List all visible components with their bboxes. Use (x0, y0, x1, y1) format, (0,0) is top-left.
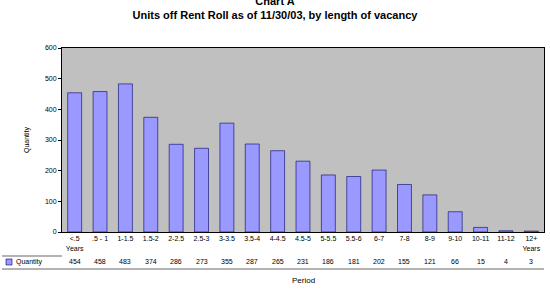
svg-text:181: 181 (348, 258, 360, 265)
svg-text:400: 400 (45, 106, 57, 113)
svg-text:7-8: 7-8 (399, 235, 409, 242)
svg-text:3: 3 (529, 258, 533, 265)
svg-text:155: 155 (398, 258, 410, 265)
svg-text:.5 - 1: .5 - 1 (92, 235, 108, 242)
svg-text:231: 231 (297, 258, 309, 265)
svg-text:3.5-4: 3.5-4 (244, 235, 260, 242)
svg-text:202: 202 (373, 258, 385, 265)
svg-text:4: 4 (504, 258, 508, 265)
svg-text:Period: Period (292, 276, 315, 285)
svg-text:286: 286 (170, 258, 182, 265)
svg-text:273: 273 (196, 258, 208, 265)
svg-text:15: 15 (477, 258, 485, 265)
svg-text:200: 200 (45, 167, 57, 174)
svg-text:265: 265 (272, 258, 284, 265)
svg-text:12+Years: 12+Years (522, 235, 540, 251)
svg-text:186: 186 (322, 258, 334, 265)
svg-text:<.5Years: <.5Years (66, 235, 84, 251)
svg-text:500: 500 (45, 75, 57, 82)
svg-text:Quantity: Quantity (23, 126, 31, 153)
svg-text:4.5-5: 4.5-5 (295, 235, 311, 242)
svg-text:10-11: 10-11 (472, 235, 489, 242)
svg-text:11-12: 11-12 (497, 235, 514, 242)
svg-text:2-2.5: 2-2.5 (168, 235, 184, 242)
svg-text:Quantity: Quantity (16, 258, 43, 266)
svg-text:66: 66 (451, 258, 459, 265)
svg-text:Chart AUnits off Rent Roll as: Chart AUnits off Rent Roll as of 11/30/0… (133, 0, 419, 21)
svg-text:355: 355 (221, 258, 233, 265)
svg-text:287: 287 (246, 258, 258, 265)
svg-text:2.5-3: 2.5-3 (194, 235, 210, 242)
svg-text:1-1.5: 1-1.5 (117, 235, 133, 242)
svg-text:1.5-2: 1.5-2 (143, 235, 159, 242)
svg-text:374: 374 (145, 258, 157, 265)
svg-text:483: 483 (119, 258, 131, 265)
svg-text:0: 0 (53, 228, 57, 235)
svg-text:458: 458 (94, 258, 106, 265)
svg-text:6-7: 6-7 (374, 235, 384, 242)
svg-text:4-4.5: 4-4.5 (270, 235, 286, 242)
svg-text:5.5-6: 5.5-6 (346, 235, 362, 242)
svg-text:100: 100 (45, 198, 57, 205)
svg-text:600: 600 (45, 44, 57, 51)
svg-text:121: 121 (424, 258, 436, 265)
svg-text:3-3.5: 3-3.5 (219, 235, 235, 242)
svg-text:454: 454 (69, 258, 81, 265)
svg-text:8-9: 8-9 (425, 235, 435, 242)
svg-text:5-5.5: 5-5.5 (320, 235, 336, 242)
svg-text:9-10: 9-10 (448, 235, 462, 242)
svg-text:300: 300 (45, 136, 57, 143)
